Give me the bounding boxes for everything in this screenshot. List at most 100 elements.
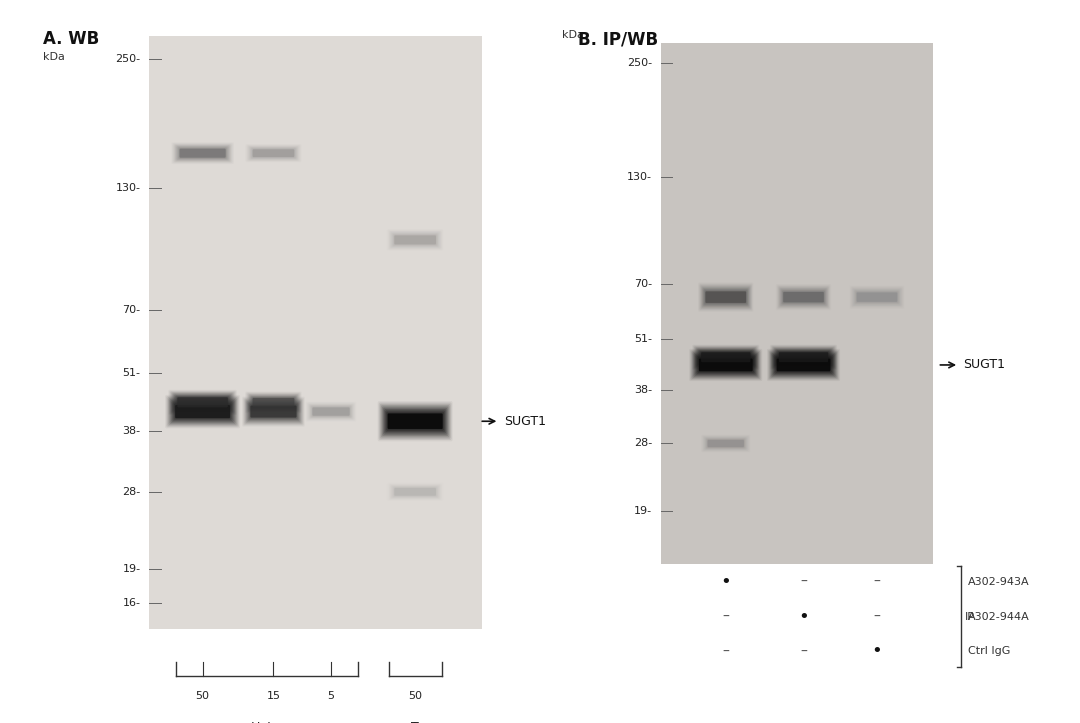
FancyBboxPatch shape <box>697 356 755 374</box>
FancyBboxPatch shape <box>703 289 748 305</box>
Text: 15: 15 <box>267 691 281 701</box>
Text: SUGT1: SUGT1 <box>503 415 545 428</box>
FancyBboxPatch shape <box>174 403 231 420</box>
FancyBboxPatch shape <box>246 393 300 412</box>
FancyBboxPatch shape <box>699 359 753 371</box>
FancyBboxPatch shape <box>388 413 443 429</box>
FancyBboxPatch shape <box>774 348 833 366</box>
FancyBboxPatch shape <box>767 348 840 381</box>
FancyBboxPatch shape <box>775 349 832 365</box>
FancyBboxPatch shape <box>178 147 227 159</box>
FancyBboxPatch shape <box>386 411 445 432</box>
FancyBboxPatch shape <box>705 291 746 304</box>
FancyBboxPatch shape <box>855 291 899 303</box>
Text: •: • <box>798 608 809 625</box>
FancyBboxPatch shape <box>689 348 762 381</box>
FancyBboxPatch shape <box>251 406 297 417</box>
FancyBboxPatch shape <box>253 150 294 157</box>
FancyBboxPatch shape <box>783 292 824 302</box>
FancyBboxPatch shape <box>704 290 747 304</box>
FancyBboxPatch shape <box>173 402 232 421</box>
Text: –: – <box>874 575 880 589</box>
FancyBboxPatch shape <box>167 397 238 426</box>
FancyBboxPatch shape <box>769 351 838 379</box>
FancyBboxPatch shape <box>706 439 745 448</box>
FancyBboxPatch shape <box>384 409 446 434</box>
FancyBboxPatch shape <box>249 405 297 418</box>
Text: 250-: 250- <box>627 58 652 68</box>
FancyBboxPatch shape <box>248 394 299 411</box>
FancyBboxPatch shape <box>782 291 825 304</box>
Bar <box>661 43 933 564</box>
FancyBboxPatch shape <box>698 357 754 373</box>
FancyBboxPatch shape <box>707 440 744 448</box>
FancyBboxPatch shape <box>249 395 298 410</box>
FancyBboxPatch shape <box>173 393 232 411</box>
FancyBboxPatch shape <box>700 284 752 310</box>
Text: kDa: kDa <box>43 52 65 62</box>
Text: HeLa: HeLa <box>251 721 283 723</box>
Text: A302-944A: A302-944A <box>968 612 1029 622</box>
FancyBboxPatch shape <box>777 359 831 371</box>
FancyBboxPatch shape <box>693 346 758 369</box>
FancyBboxPatch shape <box>253 149 295 158</box>
Text: kDa: kDa <box>562 30 583 40</box>
FancyBboxPatch shape <box>177 147 228 160</box>
FancyBboxPatch shape <box>246 401 300 422</box>
Text: 50: 50 <box>408 691 422 701</box>
FancyBboxPatch shape <box>700 351 752 364</box>
FancyBboxPatch shape <box>253 398 294 407</box>
FancyBboxPatch shape <box>176 396 229 408</box>
FancyBboxPatch shape <box>771 346 836 369</box>
FancyBboxPatch shape <box>856 293 897 301</box>
FancyBboxPatch shape <box>697 348 755 366</box>
FancyBboxPatch shape <box>176 145 230 161</box>
FancyBboxPatch shape <box>175 145 230 161</box>
FancyBboxPatch shape <box>171 401 234 423</box>
FancyBboxPatch shape <box>165 395 240 428</box>
FancyBboxPatch shape <box>854 291 900 304</box>
FancyBboxPatch shape <box>245 399 302 424</box>
FancyBboxPatch shape <box>701 286 751 308</box>
FancyBboxPatch shape <box>699 358 753 372</box>
FancyBboxPatch shape <box>770 352 837 378</box>
Text: 28-: 28- <box>634 438 652 448</box>
FancyBboxPatch shape <box>778 351 829 364</box>
FancyBboxPatch shape <box>779 352 828 363</box>
FancyBboxPatch shape <box>179 149 226 158</box>
FancyBboxPatch shape <box>177 397 228 408</box>
FancyBboxPatch shape <box>175 395 230 409</box>
FancyBboxPatch shape <box>777 358 831 372</box>
FancyBboxPatch shape <box>777 350 831 364</box>
FancyBboxPatch shape <box>312 408 350 416</box>
Text: 130-: 130- <box>627 171 652 181</box>
FancyBboxPatch shape <box>252 148 296 158</box>
FancyBboxPatch shape <box>854 290 900 304</box>
Text: –: – <box>800 575 807 589</box>
FancyBboxPatch shape <box>249 404 298 419</box>
FancyBboxPatch shape <box>379 403 451 440</box>
FancyBboxPatch shape <box>177 398 228 408</box>
FancyBboxPatch shape <box>312 407 350 416</box>
FancyBboxPatch shape <box>171 392 234 413</box>
FancyBboxPatch shape <box>252 397 296 408</box>
FancyBboxPatch shape <box>703 288 748 307</box>
Text: 28-: 28- <box>122 487 140 497</box>
FancyBboxPatch shape <box>394 488 436 496</box>
FancyBboxPatch shape <box>779 352 828 362</box>
FancyBboxPatch shape <box>175 405 230 418</box>
FancyBboxPatch shape <box>698 349 754 365</box>
FancyBboxPatch shape <box>388 414 443 429</box>
Text: –: – <box>723 609 729 624</box>
FancyBboxPatch shape <box>773 348 834 367</box>
FancyBboxPatch shape <box>690 350 761 380</box>
FancyBboxPatch shape <box>780 288 827 307</box>
FancyBboxPatch shape <box>248 403 299 420</box>
FancyBboxPatch shape <box>179 148 226 158</box>
FancyBboxPatch shape <box>701 352 751 363</box>
FancyBboxPatch shape <box>174 144 231 162</box>
Text: A302-943A: A302-943A <box>968 577 1029 587</box>
FancyBboxPatch shape <box>251 147 296 158</box>
Text: 19-: 19- <box>634 506 652 516</box>
FancyBboxPatch shape <box>699 350 753 364</box>
